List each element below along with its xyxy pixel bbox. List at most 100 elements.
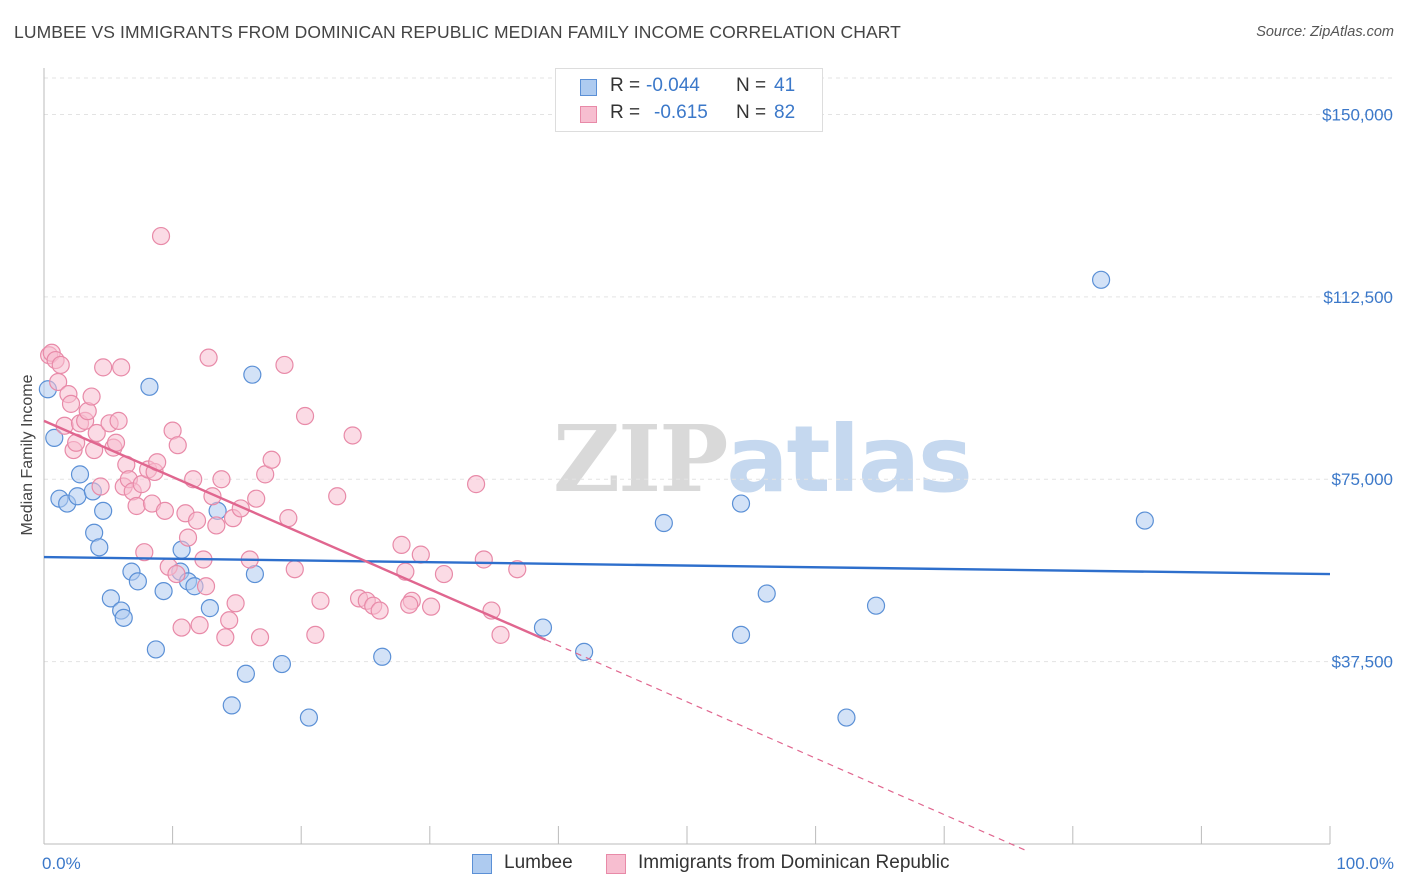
lumbee-point [70, 465, 90, 484]
lumbee-point [94, 501, 113, 520]
dominican-point [392, 535, 411, 554]
lumbee-point [236, 664, 256, 683]
dominican-point [51, 355, 70, 375]
lumbee-point [200, 599, 219, 618]
lumbee-point [533, 618, 553, 637]
legend-n-value: 41 [774, 75, 796, 96]
dominican-point [91, 477, 110, 496]
correlation-legend: R = -0.044 N = 41 R = -0.615 N = 82 [555, 68, 823, 132]
dominican-point [466, 475, 486, 494]
dominican-point [178, 528, 198, 547]
dominican-point [226, 594, 245, 613]
lumbee-point [1135, 511, 1154, 530]
dominican-point [112, 358, 131, 377]
dominican-point [109, 411, 128, 430]
lumbee-point [114, 608, 133, 627]
lumbee-point [731, 625, 751, 644]
y-tick-label: $75,000 [1332, 470, 1393, 489]
dominican-point [275, 355, 294, 375]
dominican-point [61, 394, 81, 413]
lumbee-point [373, 647, 392, 666]
legend-r-label: R = [610, 102, 641, 123]
dominican-point [295, 406, 315, 426]
axis-labels: $37,500 $75,000 $112,500 $150,000 0.0% 100.0%… [19, 105, 1394, 873]
dominican-point [285, 560, 304, 579]
watermark-zip: ZIP [553, 405, 728, 513]
legend-r-label: R = [610, 75, 641, 96]
legend-r-value: -0.615 [654, 102, 708, 123]
lumbee-point [654, 513, 673, 533]
dominican-point [370, 601, 389, 620]
dominican-point [343, 426, 362, 445]
lumbee-swatch [580, 79, 597, 96]
dominican-point [87, 423, 106, 443]
dominican-point [474, 550, 493, 569]
dominican-point [400, 595, 419, 614]
lumbee-point [222, 696, 241, 715]
dominican-point [155, 501, 174, 520]
dominican-point [207, 516, 226, 535]
dominican-point [212, 470, 231, 489]
dominican-trend-line [43, 419, 547, 641]
legend-n-value: 82 [774, 102, 796, 123]
dominican-point [434, 564, 454, 584]
dominican-point [127, 496, 146, 516]
dominican-point [411, 545, 430, 564]
lumbee-point [757, 584, 776, 603]
lumbee-point [1091, 270, 1111, 289]
lumbee-point [90, 538, 109, 557]
dominican-point [216, 628, 235, 647]
lumbee-point [154, 581, 173, 601]
x-tick-label: 100.0% [1336, 854, 1394, 873]
lumbee-point [272, 654, 292, 674]
lumbee-point [837, 708, 856, 727]
dominican-point [168, 436, 187, 455]
dominican-point [135, 543, 154, 562]
dominican-points [40, 226, 527, 647]
lumbee-point [68, 487, 87, 506]
chart-title: LUMBEE VS IMMIGRANTS FROM DOMINICAN REPU… [14, 22, 901, 42]
legend-r-value: -0.044 [646, 75, 700, 96]
legend-n-label: N = [736, 102, 767, 123]
dominican-point [328, 487, 347, 506]
watermark: ZIPatlas [553, 405, 973, 513]
dominican-point [190, 616, 209, 635]
dominican-point [167, 564, 186, 584]
y-tick-label: $112,500 [1323, 288, 1393, 307]
lumbee-point [146, 640, 165, 659]
dominican-point [491, 625, 510, 644]
bottom-legend-label: Immigrants from Dominican Republic [638, 852, 950, 873]
dominican-point [199, 348, 218, 367]
lumbee-point [140, 377, 159, 396]
watermark-atlas: atlas [726, 406, 972, 513]
lumbee-point [866, 596, 886, 615]
dominican-point [151, 226, 171, 246]
lumbee-trend-line [43, 555, 1331, 576]
x-tick-label: 0.0% [42, 854, 81, 873]
bottom-legend-label: Lumbee [504, 852, 573, 873]
dominican-point [82, 387, 101, 406]
lumbee-point [101, 589, 120, 608]
dominican-point [508, 560, 527, 579]
lumbee-point [128, 572, 147, 591]
dominican-point [196, 577, 216, 596]
dominican-point [220, 611, 239, 630]
axes [43, 68, 1331, 845]
dominican-point [262, 450, 281, 469]
dominican-swatch [580, 106, 597, 123]
lumbee-point [299, 708, 319, 727]
lumbee-point [45, 428, 64, 447]
lumbee-points [38, 270, 1154, 727]
y-tick-label: $37,500 [1332, 653, 1393, 672]
dominican-point [306, 625, 325, 644]
dominican-point [247, 489, 266, 508]
dominican-trend-extension [545, 639, 1029, 852]
lumbee-point [243, 365, 262, 384]
dominican-point [311, 591, 330, 610]
y-tick-label: $150,000 [1322, 105, 1393, 124]
lumbee-swatch [472, 854, 492, 874]
dominican-point [94, 358, 113, 377]
dominican-point [172, 618, 191, 637]
y-axis-label: Median Family Income [19, 374, 36, 535]
